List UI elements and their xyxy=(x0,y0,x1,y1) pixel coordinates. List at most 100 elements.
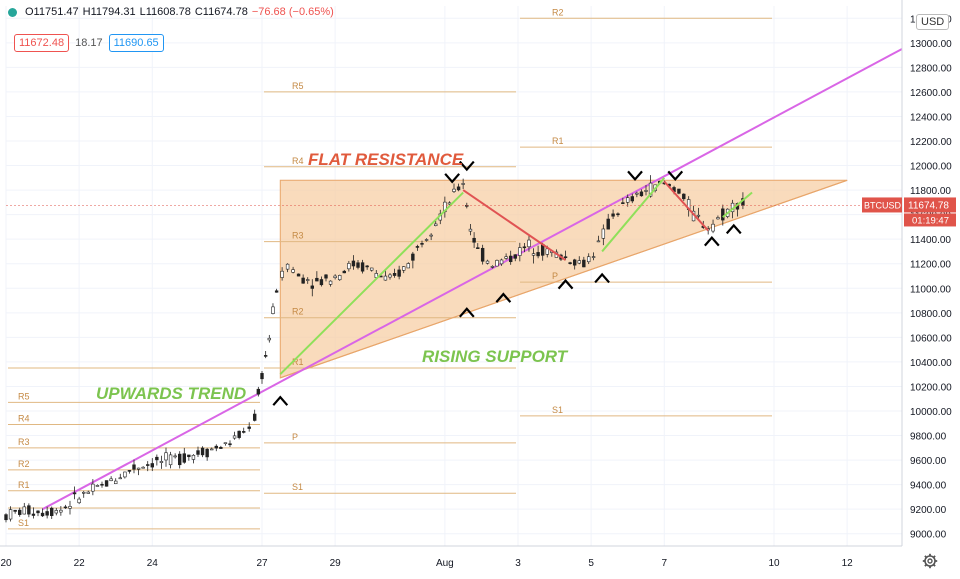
candle-down xyxy=(568,262,572,264)
currency-button[interactable]: USD xyxy=(916,14,950,30)
candle-up xyxy=(328,280,333,285)
candle-up xyxy=(59,509,63,513)
y-tick-label: 10800.00 xyxy=(910,309,952,320)
candle-up xyxy=(86,491,90,494)
candle-down xyxy=(356,262,360,268)
candle-down xyxy=(200,447,205,456)
candle-down xyxy=(50,507,54,516)
candle-down xyxy=(40,512,45,517)
trough-marker xyxy=(594,272,610,284)
candle-up xyxy=(91,483,95,492)
candle-down xyxy=(572,259,577,266)
red-swing-line xyxy=(462,189,567,261)
candle-down xyxy=(4,514,8,521)
high-value: H11794.31 xyxy=(82,6,136,18)
candle-up xyxy=(424,239,429,241)
y-tick-label: 12400.00 xyxy=(910,112,952,123)
candle-down xyxy=(104,480,109,487)
y-tick-label: 9200.00 xyxy=(910,505,947,516)
pivot-label: R4 xyxy=(18,414,30,424)
candle-down xyxy=(639,191,644,197)
candle-down xyxy=(365,265,369,268)
candle-up xyxy=(223,442,228,445)
peak-marker xyxy=(444,173,460,184)
candle-up xyxy=(383,275,388,281)
candle-up xyxy=(291,269,295,273)
candle-down xyxy=(630,196,634,202)
ask-price-button[interactable]: 11690.65 xyxy=(108,34,164,52)
candle-down xyxy=(582,259,586,268)
candle-up xyxy=(141,466,145,469)
x-tick-label: 22 xyxy=(74,558,86,569)
candle-up xyxy=(8,509,13,520)
low-value: L11608.78 xyxy=(139,6,191,18)
y-tick-label: 11800.00 xyxy=(910,186,951,197)
x-tick-label: 12 xyxy=(842,558,854,569)
candle-up xyxy=(159,461,164,463)
peak-marker xyxy=(627,170,643,182)
y-tick-label: 11000.00 xyxy=(910,284,951,295)
candle-up xyxy=(271,306,275,314)
candle-down xyxy=(310,285,314,289)
candle-down xyxy=(508,255,513,263)
candle-up xyxy=(527,239,531,248)
symbol-tag: BTCUSD xyxy=(864,200,902,210)
candle-down xyxy=(606,218,610,230)
green-trend-line xyxy=(722,191,753,218)
candle-up xyxy=(210,448,214,451)
rising-support-label: RISING SUPPORT xyxy=(422,347,569,366)
candle-up xyxy=(173,455,177,458)
candle-up xyxy=(280,270,284,278)
candle-up xyxy=(118,477,122,480)
candle-down xyxy=(420,243,424,245)
pivot-label: S1 xyxy=(18,518,29,528)
x-tick-label: 7 xyxy=(662,558,668,569)
candle-down xyxy=(260,373,264,380)
y-tick-label: 12200.00 xyxy=(910,137,952,148)
candle-down xyxy=(242,431,246,433)
x-tick-label: 10 xyxy=(768,558,780,569)
x-tick-label: 5 xyxy=(588,558,594,569)
candle-down xyxy=(127,470,132,472)
candle-up xyxy=(429,234,433,237)
candle-down xyxy=(72,492,77,495)
candle-up xyxy=(191,454,196,460)
bid-ask-panel: 11672.48 18.17 11690.65 xyxy=(14,34,164,52)
candle-up xyxy=(696,214,701,217)
candle-up xyxy=(123,471,127,478)
candle-up xyxy=(306,279,310,281)
ohlc-header: O11751.47 H11794.31 L11608.78 C11674.78 … xyxy=(8,6,334,18)
bid-price-button[interactable]: 11672.48 xyxy=(14,34,70,52)
candle-down xyxy=(155,456,159,461)
pivot-label: R5 xyxy=(292,81,304,91)
spread-value: 18.17 xyxy=(75,37,103,49)
candle-down xyxy=(146,464,150,466)
open-value: O11751.47 xyxy=(25,6,79,18)
flat-resistance-label: FLAT RESISTANCE xyxy=(308,150,464,169)
pivot-label: R2 xyxy=(18,459,30,469)
candle-up xyxy=(452,188,456,192)
candle-up xyxy=(333,275,337,278)
candle-down xyxy=(247,426,251,429)
x-tick-label: 20 xyxy=(0,558,12,569)
candle-down xyxy=(205,448,209,458)
x-tick-label: Aug xyxy=(436,558,454,569)
candle-down xyxy=(196,450,200,455)
pivot-label: R1 xyxy=(552,136,564,146)
candle-up xyxy=(626,197,630,203)
pivot-label: P xyxy=(292,432,298,442)
y-tick-label: 10600.00 xyxy=(910,333,952,344)
candle-up xyxy=(711,223,715,232)
trough-marker xyxy=(704,235,720,247)
candle-down xyxy=(178,453,182,466)
pivot-label: R3 xyxy=(292,231,304,241)
candle-down xyxy=(263,355,268,357)
candle-up xyxy=(490,266,495,268)
candle-down xyxy=(13,509,17,512)
candle-down xyxy=(45,511,49,516)
candle-down xyxy=(351,260,356,267)
y-tick-label: 9000.00 xyxy=(910,530,947,541)
gear-icon[interactable] xyxy=(922,553,938,569)
